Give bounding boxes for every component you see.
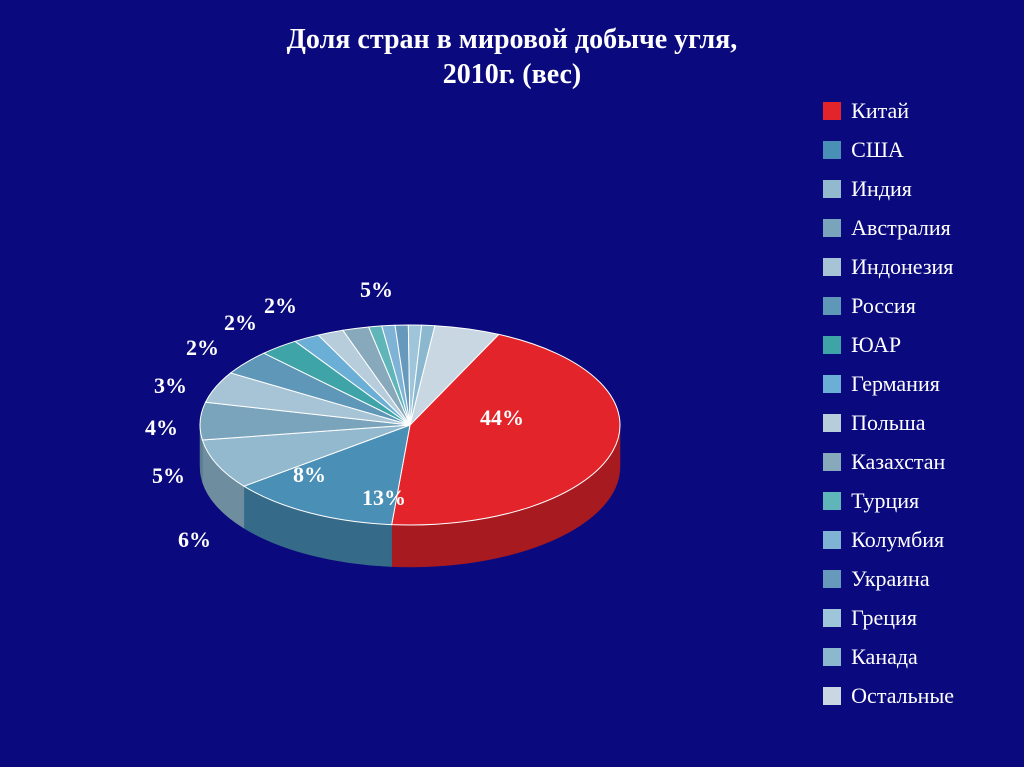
legend-item: ЮАР bbox=[823, 332, 954, 358]
legend-item: Канада bbox=[823, 644, 954, 670]
legend-swatch bbox=[823, 531, 841, 549]
legend-label: Австралия bbox=[851, 215, 951, 241]
legend-label: Греция bbox=[851, 605, 917, 631]
slice-label: 44% bbox=[480, 405, 524, 431]
legend-swatch bbox=[823, 609, 841, 627]
legend-label: США bbox=[851, 137, 904, 163]
slice-label: 8% bbox=[293, 462, 326, 488]
legend-item: Турция bbox=[823, 488, 954, 514]
legend-label: Польша bbox=[851, 410, 925, 436]
legend-swatch bbox=[823, 180, 841, 198]
slice-label: 5% bbox=[152, 463, 185, 489]
legend-item: Индонезия bbox=[823, 254, 954, 280]
legend-swatch bbox=[823, 297, 841, 315]
slice-label: 13% bbox=[362, 485, 406, 511]
legend-label: Украина bbox=[851, 566, 929, 592]
legend-label: Колумбия bbox=[851, 527, 944, 553]
legend-swatch bbox=[823, 219, 841, 237]
legend-label: Остальные bbox=[851, 683, 954, 709]
legend-item: Польша bbox=[823, 410, 954, 436]
legend-item: Остальные bbox=[823, 683, 954, 709]
legend-item: Германия bbox=[823, 371, 954, 397]
legend-item: Колумбия bbox=[823, 527, 954, 553]
legend-swatch bbox=[823, 375, 841, 393]
slice-label: 6% bbox=[178, 527, 211, 553]
legend-swatch bbox=[823, 102, 841, 120]
slide: Доля стран в мировой добыче угля, 2010г.… bbox=[0, 0, 1024, 767]
slice-label: 5% bbox=[360, 277, 393, 303]
legend-item: Казахстан bbox=[823, 449, 954, 475]
legend-swatch bbox=[823, 687, 841, 705]
legend-label: Казахстан bbox=[851, 449, 945, 475]
legend-label: Германия bbox=[851, 371, 940, 397]
legend-label: Индонезия bbox=[851, 254, 953, 280]
legend-label: Китай bbox=[851, 98, 909, 124]
legend-swatch bbox=[823, 414, 841, 432]
legend-item: Австралия bbox=[823, 215, 954, 241]
legend-label: Турция bbox=[851, 488, 919, 514]
legend-swatch bbox=[823, 336, 841, 354]
legend-item: Индия bbox=[823, 176, 954, 202]
slice-label: 3% bbox=[154, 373, 187, 399]
legend-label: Канада bbox=[851, 644, 918, 670]
slice-label: 2% bbox=[224, 310, 257, 336]
slice-label: 2% bbox=[264, 293, 297, 319]
legend-swatch bbox=[823, 492, 841, 510]
legend-swatch bbox=[823, 570, 841, 588]
legend-item: Китай bbox=[823, 98, 954, 124]
chart-title: Доля стран в мировой добыче угля, 2010г.… bbox=[0, 22, 1024, 92]
legend-item: Россия bbox=[823, 293, 954, 319]
legend-item: США bbox=[823, 137, 954, 163]
legend-label: Индия bbox=[851, 176, 912, 202]
slice-label: 4% bbox=[145, 415, 178, 441]
legend: Китай США Индия Австралия Индонезия Россия ЮАР… bbox=[823, 98, 954, 722]
legend-label: Россия bbox=[851, 293, 916, 319]
pie-chart: 44%13%8%6%5%4%3%2%2%2%5% bbox=[130, 215, 650, 635]
legend-swatch bbox=[823, 648, 841, 666]
legend-label: ЮАР bbox=[851, 332, 901, 358]
slice-label: 2% bbox=[186, 335, 219, 361]
legend-item: Украина bbox=[823, 566, 954, 592]
legend-item: Греция bbox=[823, 605, 954, 631]
legend-swatch bbox=[823, 258, 841, 276]
legend-swatch bbox=[823, 453, 841, 471]
legend-swatch bbox=[823, 141, 841, 159]
